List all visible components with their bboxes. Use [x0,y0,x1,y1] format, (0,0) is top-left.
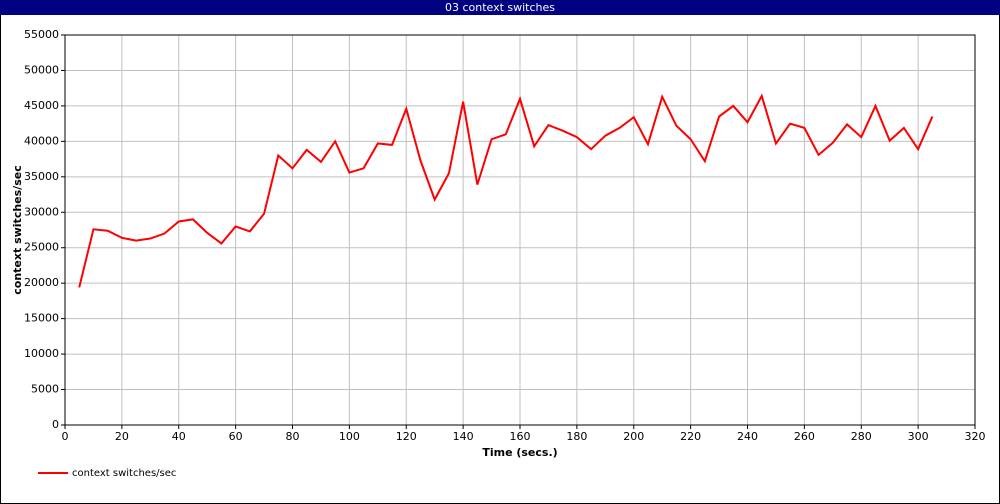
y-tick-label: 50000 [24,63,59,76]
x-tick-label: 200 [623,430,644,443]
y-tick-label: 25000 [24,241,59,254]
x-tick-label: 220 [680,430,701,443]
x-axis-label: Time (secs.) [482,446,557,459]
x-tick-label: 100 [339,430,360,443]
y-tick-label: 40000 [24,134,59,147]
x-tick-label: 140 [453,430,474,443]
x-tick-label: 180 [566,430,587,443]
title-bar [0,0,1000,15]
x-tick-label: 60 [229,430,243,443]
x-tick-label: 280 [851,430,872,443]
x-tick-label: 20 [115,430,129,443]
x-tick-label: 300 [908,430,929,443]
y-tick-label: 15000 [24,312,59,325]
x-tick-label: 240 [737,430,758,443]
y-tick-label: 45000 [24,99,59,112]
legend-label: context switches/sec [72,468,176,479]
data-line [78,93,934,288]
x-tick-label: 0 [62,430,69,443]
x-tick-label: 160 [510,430,531,443]
y-tick-label: 10000 [24,347,59,360]
chart-title: 03 context switches [445,1,555,14]
y-axis-label: context switches/sec [11,165,24,294]
y-tick-label: 55000 [24,28,59,41]
y-tick-label: 35000 [24,170,59,183]
x-tick-label: 40 [172,430,186,443]
y-tick-label: 5000 [31,383,59,396]
y-tick-label: 20000 [24,276,59,289]
y-tick-label: 30000 [24,205,59,218]
x-tick-label: 260 [794,430,815,443]
x-tick-label: 320 [965,430,986,443]
plot-border [64,34,976,426]
y-tick-label: 0 [52,418,59,431]
x-tick-label: 120 [396,430,417,443]
x-tick-label: 80 [286,430,300,443]
